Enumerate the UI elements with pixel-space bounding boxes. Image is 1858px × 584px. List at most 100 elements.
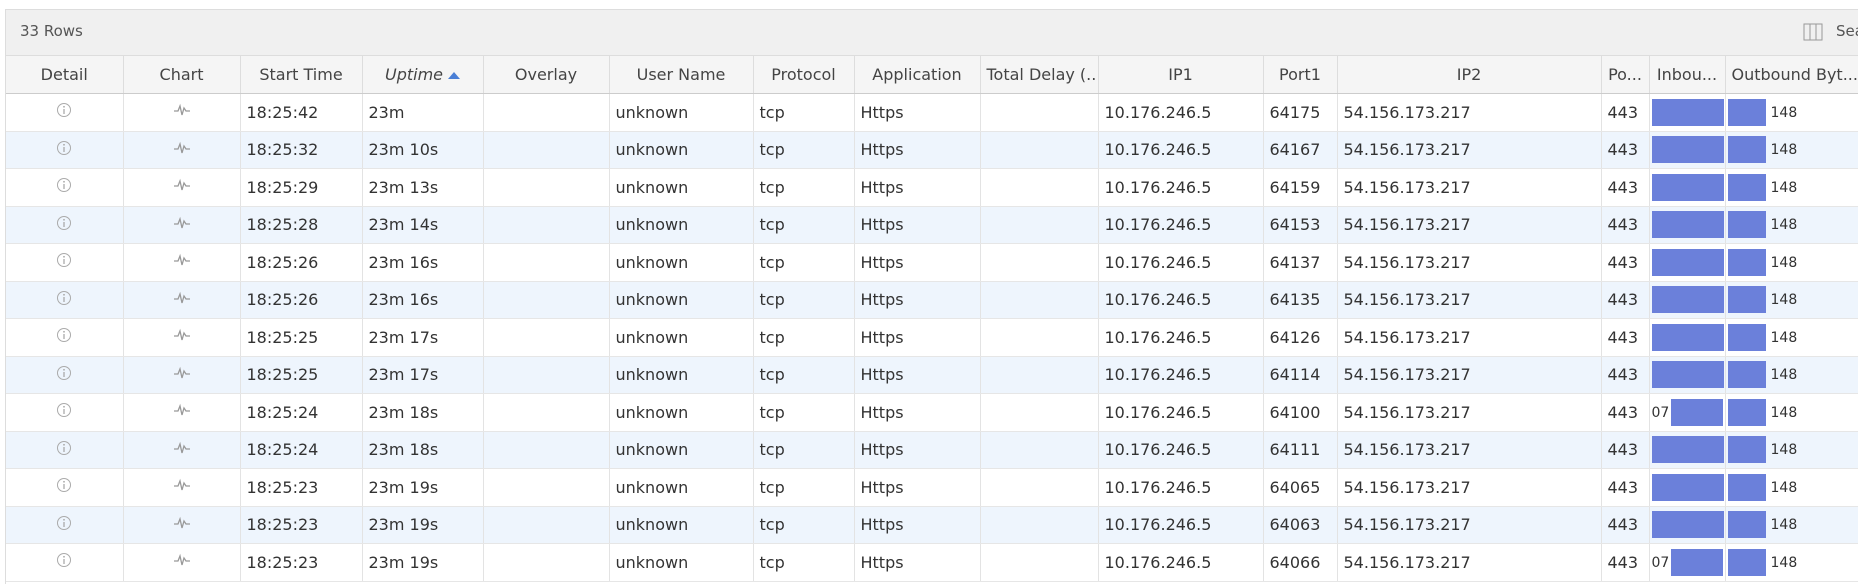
ip1-cell: 10.176.246.5	[1098, 393, 1264, 432]
outbound-label: 148	[1770, 179, 1798, 196]
table-row[interactable]: 18:25:26 23m 16s unknown tcp Https 10.176.246…	[6, 281, 1858, 319]
uptime-cell: 23m 16s	[362, 243, 484, 282]
column-header[interactable]: User Name	[609, 56, 754, 94]
sort-arrow	[448, 72, 460, 79]
header-label: Overlay	[514, 65, 578, 84]
search-box[interactable]: Sea	[1836, 22, 1858, 40]
chart-icon[interactable]	[123, 281, 241, 319]
column-header[interactable]: Port1	[1263, 56, 1338, 94]
table-row[interactable]: 18:25:25 23m 17s unknown tcp Https 10.176.246…	[6, 318, 1858, 357]
chart-icon[interactable]	[123, 206, 241, 244]
protocol-cell: tcp	[753, 93, 855, 132]
detail-icon[interactable]	[6, 93, 124, 132]
inbound-cell	[1649, 168, 1726, 207]
app-cell: Https	[854, 131, 981, 169]
inbound-cell: 07	[1649, 543, 1726, 582]
detail-icon[interactable]	[6, 431, 124, 469]
detail-icon[interactable]	[6, 468, 124, 507]
outbound-label: 148	[1770, 254, 1798, 271]
ip1-cell: 10.176.246.5	[1098, 168, 1264, 207]
detail-icon[interactable]	[6, 168, 124, 207]
columns-button[interactable]	[1803, 23, 1823, 41]
empty-cell	[483, 356, 610, 394]
column-header[interactable]: Inbou...	[1649, 56, 1726, 94]
inbound-cell	[1649, 131, 1726, 169]
outbound-bar	[1727, 398, 1766, 426]
protocol-cell: tcp	[753, 243, 855, 282]
port1-cell: 64137	[1263, 243, 1338, 282]
table-row[interactable]: 18:25:24 23m 18s unknown tcp Https 10.176.246…	[6, 431, 1858, 469]
column-header[interactable]: Uptime	[362, 56, 484, 94]
table-row[interactable]: 18:25:32 23m 10s unknown tcp Https 10.176.246…	[6, 131, 1858, 169]
inbound-cell	[1649, 281, 1726, 319]
column-header[interactable]: Start Time	[240, 56, 363, 94]
column-header[interactable]: Protocol	[753, 56, 855, 94]
table-row[interactable]: 18:25:23 23m 19s unknown tcp Https 10.176.246…	[6, 506, 1858, 544]
chart-icon[interactable]	[123, 393, 241, 432]
table-row[interactable]: 18:25:25 23m 17s unknown tcp Https 10.176.246…	[6, 356, 1858, 394]
port1-cell: 64175	[1263, 93, 1338, 132]
chart-icon[interactable]	[123, 243, 241, 282]
detail-icon[interactable]	[6, 356, 124, 394]
port2-cell: 443	[1601, 506, 1650, 544]
detail-icon[interactable]	[6, 543, 124, 582]
outbound-cell: 148	[1725, 356, 1858, 394]
empty-cell	[980, 356, 1099, 394]
empty-cell	[483, 93, 610, 132]
detail-icon[interactable]	[6, 281, 124, 319]
column-header[interactable]: Po...	[1601, 56, 1650, 94]
column-header[interactable]: Overlay	[483, 56, 610, 94]
table-row[interactable]: 18:25:29 23m 13s unknown tcp Https 10.176.246…	[6, 168, 1858, 207]
column-header[interactable]: Chart	[123, 56, 241, 94]
column-header[interactable]: Total Delay (...	[980, 56, 1099, 94]
toolbar: 33 Rows Sea	[6, 10, 1858, 56]
empty-cell	[483, 393, 610, 432]
detail-icon[interactable]	[6, 131, 124, 169]
outbound-bar	[1727, 323, 1766, 351]
inbound-cell	[1649, 318, 1726, 357]
chart-icon[interactable]	[123, 356, 241, 394]
chart-icon[interactable]	[123, 93, 241, 132]
chart-icon[interactable]	[123, 131, 241, 169]
table-row[interactable]: 18:25:24 23m 18s unknown tcp Https 10.176.246…	[6, 393, 1858, 432]
outbound-label: 148	[1770, 442, 1798, 459]
column-header[interactable]: Detail	[6, 56, 124, 94]
user-cell: unknown	[609, 431, 754, 469]
port1-cell: 64066	[1263, 543, 1338, 582]
table-row[interactable]: 18:25:26 23m 16s unknown tcp Https 10.176.246…	[6, 243, 1858, 282]
table-row[interactable]: 18:25:42 23m unknown tcp Https 10.176.246.5 64…	[6, 93, 1858, 132]
chart-icon[interactable]	[123, 468, 241, 507]
chart-icon[interactable]	[123, 318, 241, 357]
detail-icon[interactable]	[6, 206, 124, 244]
table-row[interactable]: 18:25:23 23m 19s unknown tcp Https 10.176.246…	[6, 543, 1858, 582]
ip1-cell: 10.176.246.5	[1098, 281, 1264, 319]
table-row[interactable]: 18:25:23 23m 19s unknown tcp Https 10.176.246…	[6, 468, 1858, 507]
ip1-cell: 10.176.246.5	[1098, 468, 1264, 507]
detail-icon[interactable]	[6, 393, 124, 432]
chart-icon[interactable]	[123, 543, 241, 582]
protocol-cell: tcp	[753, 543, 855, 582]
chart-icon[interactable]	[123, 431, 241, 469]
column-header[interactable]: Outbound Byt...	[1725, 56, 1858, 94]
ip2-cell: 54.156.173.217	[1337, 431, 1602, 469]
app-cell: Https	[854, 318, 981, 357]
detail-icon[interactable]	[6, 318, 124, 357]
chart-icon[interactable]	[123, 506, 241, 544]
column-header[interactable]: IP1	[1098, 56, 1264, 94]
detail-icon[interactable]	[6, 506, 124, 544]
chart-icon[interactable]	[123, 168, 241, 207]
app-cell: Https	[854, 93, 981, 132]
column-header[interactable]: IP2	[1337, 56, 1602, 94]
column-header[interactable]: Application	[854, 56, 981, 94]
detail-icon[interactable]	[6, 243, 124, 282]
empty-cell	[980, 168, 1099, 207]
header-label: Total Delay (...	[986, 65, 1098, 84]
empty-cell	[483, 168, 610, 207]
start-cell: 18:25:23	[240, 543, 363, 582]
empty-cell	[980, 318, 1099, 357]
inbound-bar	[1671, 398, 1724, 426]
start-cell: 18:25:23	[240, 506, 363, 544]
outbound-bar	[1727, 436, 1766, 464]
table-row[interactable]: 18:25:28 23m 14s unknown tcp Https 10.176.246…	[6, 206, 1858, 244]
outbound-label: 148	[1770, 554, 1798, 571]
